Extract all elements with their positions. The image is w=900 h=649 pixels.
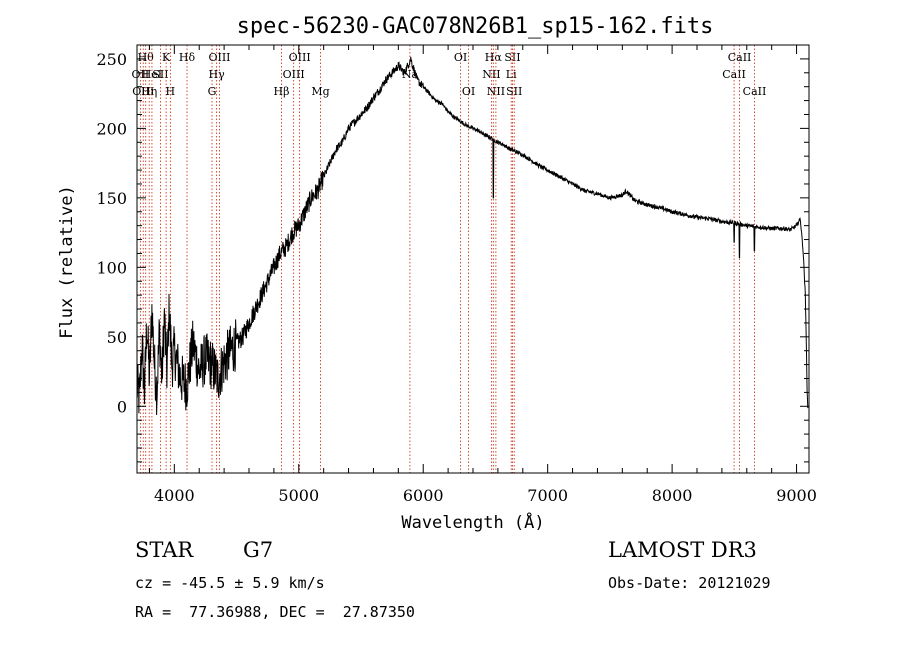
line-marker-label: G	[208, 85, 217, 98]
x-tick-label: 6000	[403, 486, 444, 505]
line-marker-label: NII	[482, 68, 500, 81]
line-marker-label: NII	[487, 85, 505, 98]
line-marker-label: Hγ	[209, 68, 226, 81]
line-marker-label: Hβ	[274, 85, 290, 98]
line-marker-label: H	[166, 85, 176, 98]
line-marker-label: K	[162, 51, 171, 64]
line-marker-label: SII	[506, 85, 522, 98]
redshift-cz: cz = -45.5 ± 5.9 km/s	[135, 574, 325, 592]
line-marker-label: SII	[152, 68, 168, 81]
line-marker-label: OIII	[289, 51, 311, 64]
line-marker-label: CaII	[722, 68, 746, 81]
line-marker-label: OIII	[132, 85, 154, 98]
x-tick-label: 8000	[652, 486, 693, 505]
plot-frame	[136, 44, 810, 474]
line-marker-label: CaII	[728, 51, 752, 64]
obs-date: Obs-Date: 20121029	[608, 574, 771, 592]
y-tick-label: 250	[96, 50, 127, 69]
x-tick-label: 7000	[527, 486, 568, 505]
y-tick-label: 50	[107, 328, 127, 347]
line-marker-label: Li	[506, 68, 517, 81]
x-tick-label: 5000	[278, 486, 319, 505]
y-tick-label: 100	[96, 258, 127, 277]
line-marker-label: CaII	[743, 85, 767, 98]
line-marker-label: OIII	[208, 51, 230, 64]
x-axis-label: Wavelength (Å)	[401, 511, 544, 533]
line-marker-label: SII	[504, 51, 520, 64]
chart-title: spec-56230-GAC078N26B1_sp15-162.fits	[237, 14, 714, 39]
line-markers: OIIOIIIHθHηHeISIIKHHδGHγOIIIHβOIIIOIIIMg…	[132, 45, 767, 473]
y-axis: 0 50 100 150 200 250	[96, 50, 809, 463]
y-tick-label: 150	[96, 189, 127, 208]
line-marker-label: Hδ	[179, 51, 196, 64]
x-axis: 4000 5000 6000 7000 8000 9000	[148, 45, 817, 505]
survey-name: LAMOST DR3	[608, 538, 757, 562]
y-tick-label: 200	[96, 119, 127, 138]
ra-dec-coords: RA = 77.36988, DEC = 27.87350	[135, 603, 415, 621]
spectrum-line	[136, 56, 809, 416]
object-class: STAR	[135, 538, 194, 562]
line-marker-label: OIII	[283, 68, 305, 81]
line-marker-label: OI	[454, 51, 467, 64]
x-tick-label: 9000	[776, 486, 817, 505]
y-tick-label: 0	[117, 397, 127, 416]
line-marker-label: Mg	[311, 85, 329, 98]
line-marker-label: OI	[462, 85, 475, 98]
line-marker-label: OII	[132, 68, 150, 81]
line-marker-label: HeI	[142, 68, 162, 81]
line-marker-label: Hθ	[138, 51, 155, 64]
line-marker-label: Hα	[485, 51, 503, 64]
object-subclass: G7	[243, 538, 274, 562]
line-marker-label: Hη	[141, 85, 157, 98]
x-tick-label: 4000	[154, 486, 195, 505]
y-axis-label: Flux (relative)	[57, 185, 77, 339]
